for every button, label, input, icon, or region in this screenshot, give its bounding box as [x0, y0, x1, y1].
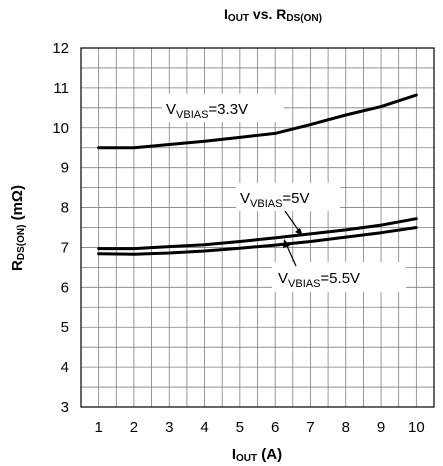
- y-tick-label: 6: [61, 279, 69, 296]
- x-tick-label: 8: [342, 419, 350, 436]
- series-line-3: [97, 226, 418, 256]
- x-tick-label: 2: [130, 419, 138, 436]
- x-tick-label: 10: [408, 419, 425, 436]
- y-tick-label: 4: [61, 359, 69, 376]
- series-lines: [97, 93, 418, 256]
- y-tick-label: 5: [61, 319, 69, 336]
- annotation-5v: VVBIAS=5V: [240, 190, 310, 210]
- title-main: I: [224, 6, 228, 22]
- x-tick-label: 7: [306, 419, 314, 436]
- x-axis-label: IOUT (A): [232, 446, 282, 464]
- y-axis-label: RDS(ON) (mΩ): [9, 185, 27, 271]
- annotation-5v5: VVBIAS=5.5V: [278, 270, 360, 290]
- y-tick-label: 12: [52, 40, 69, 57]
- y-tick-labels: 3 4 5 6 7 8 9 10 11 12: [52, 40, 69, 416]
- y-tick-label: 10: [52, 120, 69, 137]
- y-tick-label: 11: [53, 80, 69, 97]
- y-tick-label: 3: [61, 399, 69, 416]
- x-tick-label: 4: [200, 419, 208, 436]
- arrow-5v5-line: [286, 245, 297, 267]
- annotation-bg-5v5: [272, 262, 406, 292]
- title-sub2: DS(ON): [286, 13, 322, 24]
- annotation-3v3: VVBIAS=3.3V: [166, 101, 248, 121]
- arrow-5v-head: [295, 228, 303, 236]
- plot-frame: [80, 47, 435, 408]
- x-tick-label: 1: [94, 419, 102, 436]
- series-line-2: [97, 217, 418, 251]
- y-tick-label: 7: [61, 239, 69, 256]
- annotation-bg-5v: [236, 183, 340, 211]
- y-tick-label: 9: [61, 160, 69, 177]
- arrow-5v5-head: [283, 239, 290, 248]
- y-tick-label: 8: [61, 200, 69, 217]
- title-mid: vs. R: [249, 6, 286, 22]
- x-tick-label: 5: [236, 419, 244, 436]
- arrow-5v-line: [284, 210, 300, 232]
- annotation-bg-3v3: [162, 94, 284, 122]
- x-tick-labels: 1 2 3 4 5 6 7 8 9 10: [94, 419, 424, 436]
- chart-title: IOUT vs. RDS(ON): [224, 6, 322, 24]
- series-line-1: [97, 93, 418, 150]
- title-sub1: OUT: [228, 13, 249, 24]
- x-tick-label: 6: [271, 419, 279, 436]
- x-tick-label: 9: [377, 419, 385, 436]
- x-tick-label: 3: [165, 419, 173, 436]
